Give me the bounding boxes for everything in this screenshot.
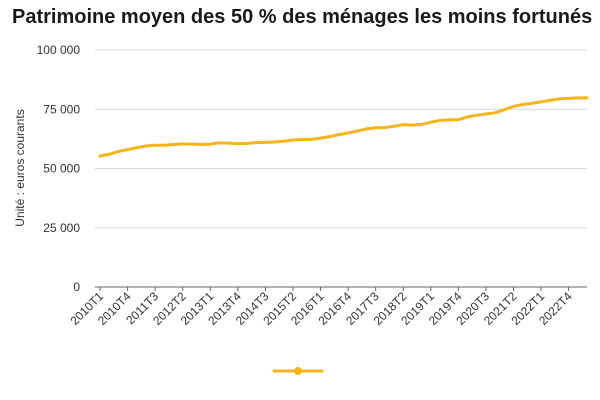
y-tick-label: 0 [73,280,80,294]
x-axis-ticks: 2010T12010T42011T32012T22013T12013T42014… [67,287,575,328]
data-point[interactable] [475,113,479,117]
y-axis-ticks: 0 25 000 50 000 75 000 100 000 [37,43,81,294]
data-point[interactable] [291,138,295,142]
gridlines [95,49,587,288]
data-point[interactable] [254,141,258,145]
chart-title: Patrimoine moyen des 50 % des ménages le… [12,6,593,28]
data-point[interactable] [190,142,194,146]
data-point[interactable] [346,131,350,135]
series-layer [98,96,589,158]
data-point[interactable] [162,143,166,147]
data-point[interactable] [116,149,120,153]
data-point[interactable] [337,133,341,137]
data-point[interactable] [539,100,543,104]
data-point[interactable] [328,135,332,138]
series-line[interactable] [98,96,589,158]
data-point[interactable] [208,142,212,146]
data-point[interactable] [199,143,203,147]
y-tick-label: 75 000 [43,102,80,116]
data-point[interactable] [98,154,102,158]
data-point[interactable] [383,126,387,129]
data-point[interactable] [217,141,221,145]
data-point[interactable] [521,103,525,107]
data-point[interactable] [364,127,368,131]
data-point[interactable] [429,120,433,124]
data-point[interactable] [319,136,323,140]
data-point[interactable] [245,141,249,145]
data-point[interactable] [273,140,277,144]
data-point[interactable] [309,137,313,141]
data-point[interactable] [355,129,359,133]
data-point[interactable] [493,111,497,115]
data-point[interactable] [420,122,424,126]
y-tick-label: 100 000 [37,43,81,57]
legend[interactable] [272,367,324,375]
data-point[interactable] [107,152,111,156]
data-point[interactable] [511,104,515,108]
data-point[interactable] [484,112,488,116]
data-point[interactable] [181,142,185,146]
data-point[interactable] [557,97,561,101]
data-point[interactable] [576,96,580,100]
data-point[interactable] [153,143,157,147]
data-point[interactable] [438,118,442,122]
data-point[interactable] [410,123,414,127]
data-point[interactable] [300,138,304,142]
data-point[interactable] [236,142,240,146]
data-point[interactable] [374,126,378,130]
data-point[interactable] [567,96,571,100]
data-point[interactable] [263,140,267,144]
data-point[interactable] [466,115,470,119]
data-point[interactable] [502,108,506,112]
data-point[interactable] [530,101,534,105]
data-point[interactable] [135,146,139,150]
data-point[interactable] [172,143,176,147]
data-point[interactable] [227,141,231,145]
legend-swatch-marker[interactable] [294,367,302,375]
data-point[interactable] [126,148,130,152]
data-point[interactable] [392,124,396,128]
data-point[interactable] [401,123,405,127]
data-point[interactable] [456,118,460,122]
y-tick-label: 50 000 [43,162,80,176]
data-point[interactable] [144,144,148,148]
data-point[interactable] [548,98,552,102]
data-point[interactable] [447,118,451,122]
data-point[interactable] [282,139,286,143]
data-point[interactable] [585,96,589,100]
y-tick-label: 25 000 [43,221,80,235]
